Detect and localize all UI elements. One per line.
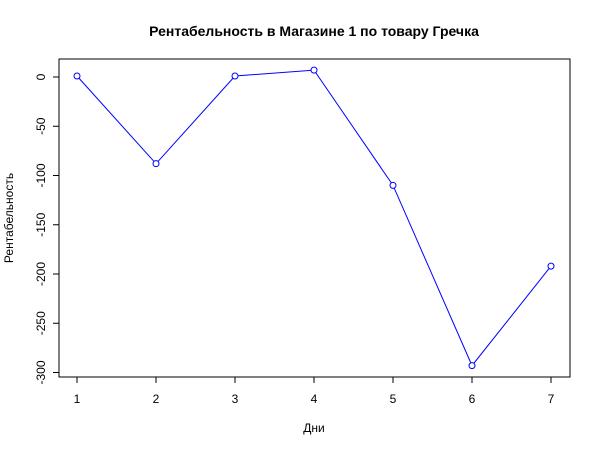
y-tick-label: -150 [34, 212, 48, 236]
x-axis: 1 2 3 4 5 6 7 [74, 376, 555, 406]
data-point [73, 72, 81, 80]
x-tick-label: 6 [469, 392, 476, 406]
data-point [310, 66, 318, 74]
x-tick-label: 7 [548, 392, 555, 406]
x-tick-label: 2 [153, 392, 160, 406]
series-line [76, 69, 552, 367]
y-tick-label: -300 [34, 360, 48, 384]
chart-title: Рентабельность в Магазине 1 по товару Гр… [149, 23, 479, 39]
data-point [547, 262, 555, 270]
data-point [468, 362, 476, 370]
data-point [231, 72, 239, 80]
data-point [152, 160, 160, 168]
x-tick-label: 3 [232, 392, 239, 406]
x-axis-label: Дни [303, 421, 324, 435]
plot-area-frame [58, 58, 571, 378]
data-point [389, 181, 397, 189]
y-tick-label: -50 [34, 117, 48, 135]
y-tick-label: -100 [34, 163, 48, 187]
x-tick-label: 5 [390, 392, 397, 406]
x-tick-label: 4 [311, 392, 318, 406]
y-tick-label: -250 [34, 311, 48, 335]
y-tick-label: 0 [34, 73, 48, 80]
y-axis-label: Рентабельность [2, 173, 16, 263]
y-axis: 0 -50 -100 -150 -200 -250 -300 [34, 73, 60, 385]
data-series [73, 66, 555, 370]
y-tick-label: -200 [34, 262, 48, 286]
x-tick-label: 1 [74, 392, 81, 406]
